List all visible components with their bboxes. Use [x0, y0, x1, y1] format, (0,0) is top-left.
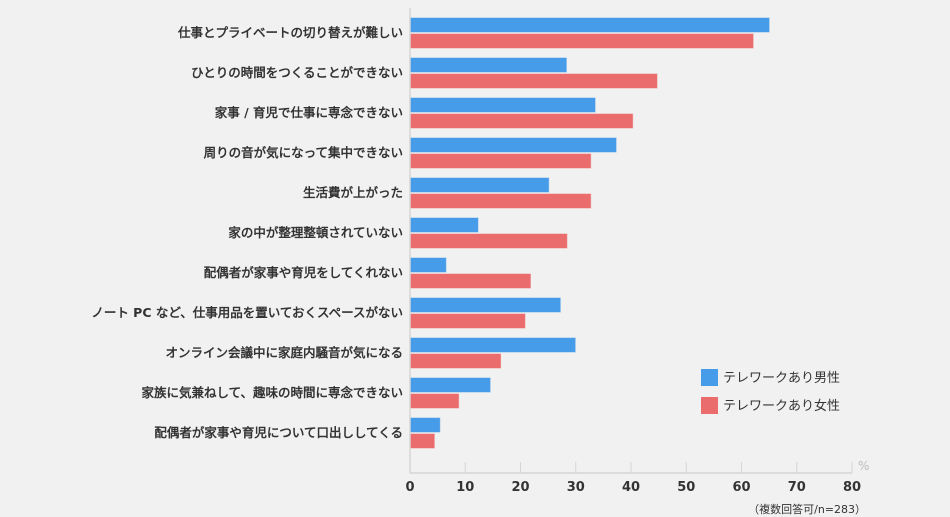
category-label: ノート PC など、仕事用品を置いておくスペースがない — [91, 305, 403, 320]
bar-male — [409, 17, 770, 33]
bar-female — [409, 393, 460, 409]
x-tick-label: 20 — [511, 480, 529, 495]
legend-label-male: テレワークあり男性 — [723, 371, 840, 386]
bar-male — [409, 217, 479, 233]
bar-male — [409, 337, 576, 353]
x-tick-label: 40 — [622, 480, 640, 495]
bar-female — [409, 153, 592, 169]
x-axis-unit: % — [858, 459, 869, 473]
category-label: 家事 / 育児で仕事に専念できない — [215, 105, 403, 120]
legend-swatch-female — [701, 397, 718, 414]
bar-male — [409, 417, 441, 433]
category-label: 周りの音が気になって集中できない — [204, 145, 403, 160]
legend-swatch-male — [701, 369, 718, 386]
category-label: 配偶者が家事や育児をしてくれない — [204, 265, 403, 280]
category-label: 配偶者が家事や育児について口出ししてくる — [154, 425, 403, 440]
x-tick-label: 60 — [732, 480, 750, 495]
category-label: 家族に気兼ねして、趣味の時間に専念できない — [141, 385, 403, 400]
bar-female — [409, 313, 526, 329]
category-label: ひとりの時間をつくることができない — [191, 65, 403, 80]
x-tick-label: 80 — [843, 480, 861, 495]
bar-male — [409, 377, 491, 393]
bar-female — [409, 113, 634, 129]
x-tick-label: 10 — [456, 480, 474, 495]
x-tick-label: 70 — [788, 480, 806, 495]
category-label: 生活費が上がった — [303, 185, 403, 200]
bar-female — [409, 353, 502, 369]
legend-label-female: テレワークあり女性 — [723, 398, 840, 414]
bar-female — [409, 273, 531, 289]
x-tick-label: 30 — [567, 480, 585, 495]
category-label: オンライン会議中に家庭内騒音が気になる — [165, 345, 403, 360]
bar-female — [409, 433, 435, 449]
x-tick-label: 0 — [405, 480, 414, 495]
category-label: 仕事とプライベートの切り替えが難しい — [177, 25, 403, 40]
bar-female — [409, 33, 754, 49]
bar-male — [409, 137, 617, 153]
bar-male — [409, 177, 550, 193]
bar-male — [409, 57, 567, 73]
bar-female — [409, 233, 568, 249]
sample-note: （複数回答可/n=283） — [748, 502, 866, 516]
bar-male — [409, 297, 561, 313]
legend: テレワークあり男性 テレワークあり女性 — [701, 369, 840, 414]
x-tick-label: 50 — [677, 480, 695, 495]
bar-female — [409, 73, 658, 89]
category-label: 家の中が整理整頓されていない — [228, 225, 403, 240]
bar-female — [409, 193, 592, 209]
bar-male — [409, 257, 447, 273]
bar-male — [409, 97, 596, 113]
